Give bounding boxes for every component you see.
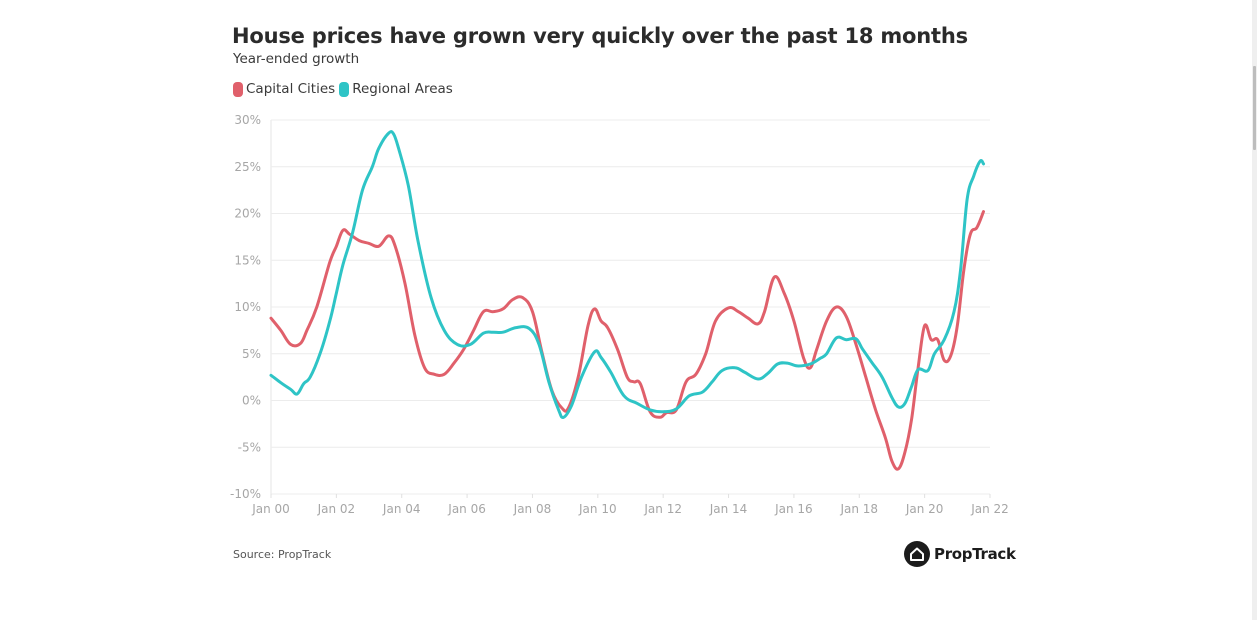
x-tick-label: Jan 14 [709,502,748,516]
legend-swatch-capital-cities [233,81,243,97]
y-tick-label: 30% [234,113,261,127]
logo-text: PropTrack [934,545,1016,563]
legend-label: Regional Areas [352,81,453,97]
chart-subtitle: Year-ended growth [233,51,360,67]
y-tick-label: 5% [242,347,261,361]
x-tick-label: Jan 00 [251,502,290,516]
x-tick-label: Jan 06 [447,502,486,516]
x-tick-label: Jan 08 [513,502,552,516]
y-tick-label: 15% [234,253,261,267]
y-tick-label: 25% [234,160,261,174]
grid-lines [270,119,990,495]
x-tick-label: Jan 18 [839,502,878,516]
x-tick-label: Jan 12 [643,502,682,516]
series-lines [269,130,985,471]
legend-label: Capital Cities [246,81,336,97]
x-axis-ticks: Jan 00 Jan 02 Jan 04 Jan 06 Jan 08 Jan 10 Jan … [251,494,1009,516]
y-tick-label: -10% [230,487,261,501]
x-tick-label: Jan 16 [774,502,813,516]
y-tick-label: -5% [238,440,261,454]
x-tick-label: Jan 22 [970,502,1009,516]
y-tick-label: 10% [234,300,261,314]
series-line-capital-cities [269,210,985,471]
chart-title: House prices have grown very quickly ove… [232,24,968,48]
x-tick-label: Jan 04 [382,502,421,516]
x-tick-label: Jan 10 [578,502,617,516]
legend-swatch-regional-areas [339,81,350,97]
legend-item-capital-cities[interactable]: Capital Cities [233,81,335,97]
house-icon [904,541,930,567]
x-tick-label: Jan 02 [317,502,356,516]
vertical-scrollbar[interactable] [1252,0,1257,620]
y-tick-label: 20% [234,207,261,221]
proptrack-logo: PropTrack [904,541,1016,567]
series-line-regional-areas [269,130,985,419]
scrollbar-thumb[interactable] [1253,66,1256,150]
y-tick-label: 0% [242,394,261,408]
legend: Capital Cities Regional Areas [233,81,457,97]
x-tick-label: Jan 20 [905,502,944,516]
y-axis-ticks: 30% 25% 20% 15% 10% 5% 0% -5% -10% [230,113,261,501]
source-note: Source: PropTrack [233,548,332,561]
legend-item-regional-areas[interactable]: Regional Areas [339,81,453,97]
